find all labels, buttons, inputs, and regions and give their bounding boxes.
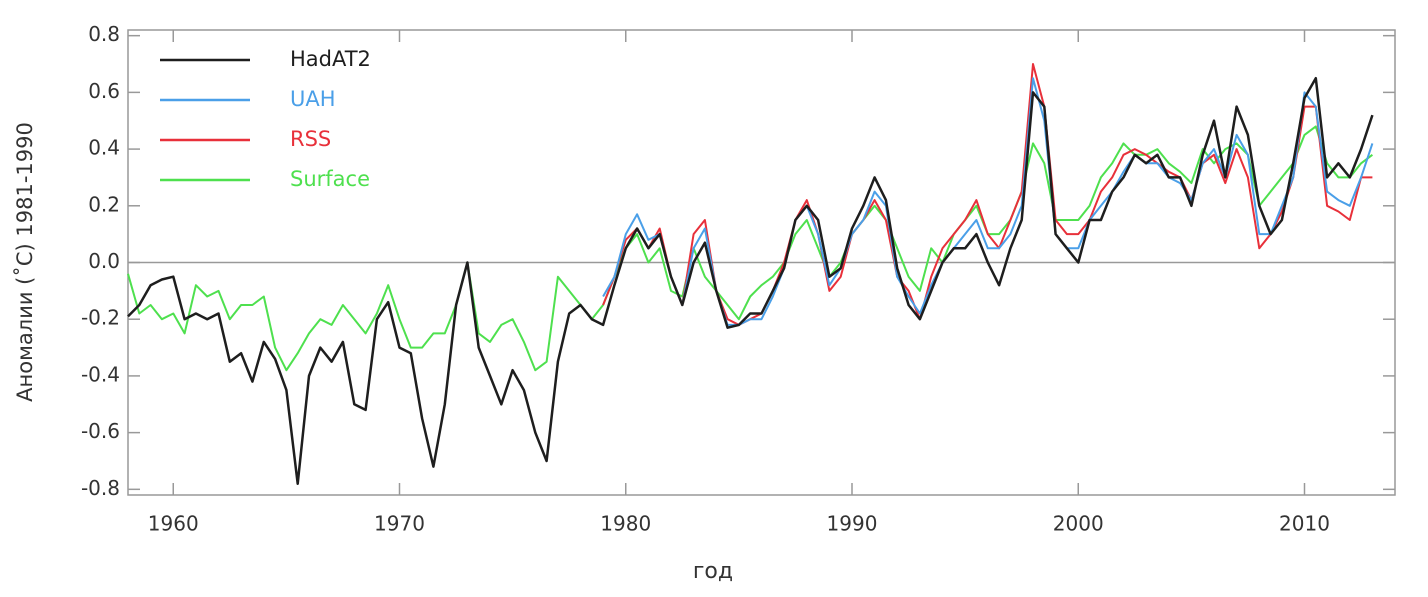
series-line [127, 125, 1374, 372]
x-tick-label: 1960 [148, 512, 199, 536]
y-tick-label: 0.8 [88, 22, 120, 46]
y-tick-label: 0.0 [88, 249, 120, 273]
y-axis-label: Аномалии (˚C) 1981-1990 [13, 122, 37, 402]
legend-label: RSS [290, 127, 331, 151]
y-tick-label: 0.2 [88, 192, 120, 216]
series-line [127, 76, 1374, 485]
x-axis-label: год [693, 559, 733, 584]
legend-label: HadAT2 [290, 47, 371, 71]
series-line [602, 77, 1374, 326]
x-tick-label: 1980 [600, 512, 651, 536]
y-tick-label: 0.4 [88, 136, 120, 160]
y-tick-label: 0.6 [88, 79, 120, 103]
y-tick-label: -0.8 [81, 476, 120, 500]
x-tick-label: 2010 [1279, 512, 1330, 536]
legend-label: Surface [290, 167, 370, 191]
y-tick-label: -0.4 [81, 362, 120, 386]
series-line [602, 63, 1373, 326]
y-tick-label: -0.2 [81, 306, 120, 330]
legend-label: UAH [290, 87, 336, 111]
x-tick-label: 2000 [1053, 512, 1104, 536]
x-tick-label: 1990 [827, 512, 878, 536]
x-tick-label: 1970 [374, 512, 425, 536]
y-tick-label: -0.6 [81, 419, 120, 443]
